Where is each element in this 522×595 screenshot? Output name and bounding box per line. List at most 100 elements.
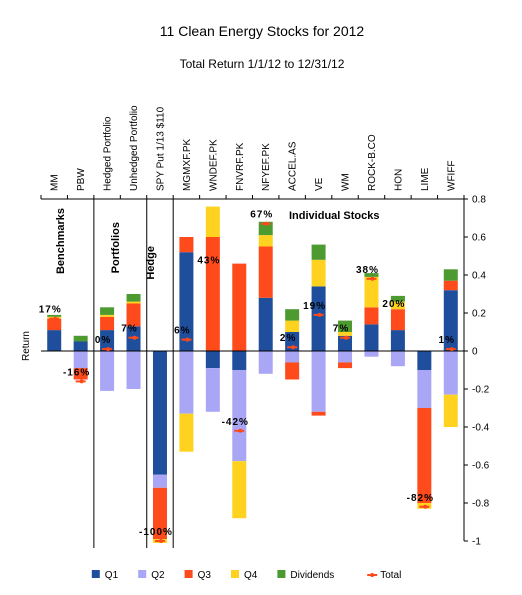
category-label-12: ROCK-B.CO <box>367 134 378 191</box>
bar-q3-0 <box>47 318 62 331</box>
total-marker-dot-0 <box>53 316 58 321</box>
total-marker-dot-6 <box>211 267 216 272</box>
bar-q3-3 <box>126 303 141 327</box>
total-label-8: 67% <box>250 210 273 221</box>
bar-q2-11 <box>338 351 353 363</box>
category-label-7: FNVRF.PK <box>235 142 246 191</box>
bar-q2-15 <box>443 351 458 395</box>
bar-dividends-2 <box>100 307 115 315</box>
bar-q1-10 <box>311 286 326 351</box>
bar-q3-14 <box>417 408 432 503</box>
category-label-8: NFYEF.PK <box>261 143 272 191</box>
y-tick-label-7: -0.6 <box>472 461 490 472</box>
bar-dividends-3 <box>126 294 141 302</box>
bar-q1-0 <box>47 330 62 351</box>
bar-q3-9 <box>285 362 300 380</box>
y-tick-label-2: 0.4 <box>472 271 486 282</box>
bar-q1-13 <box>390 330 405 351</box>
total-label-4: -100% <box>139 527 173 538</box>
bar-q4-9 <box>285 320 300 332</box>
y-tick-label-1: 0.6 <box>472 233 486 244</box>
total-label-2: 0% <box>95 335 111 346</box>
labels-layer: MM PBW Hedged Portfolio Unhedged Portfolio S… <box>21 105 457 543</box>
chart-subtitle: Total Return 1/1/12 to 12/31/12 <box>180 57 345 71</box>
bar-q1-12 <box>364 324 379 351</box>
category-label-3: Unhedged Portfolio <box>129 105 140 191</box>
total-marker-dot-1 <box>79 379 84 384</box>
total-marker-dot-13 <box>396 311 401 315</box>
bar-q4-7 <box>232 461 247 519</box>
bar-q1-1 <box>73 341 88 351</box>
bar-q1-14 <box>417 351 432 370</box>
bar-q2-3 <box>126 351 141 389</box>
bar-q3-13 <box>390 309 405 331</box>
legend-swatch-0 <box>91 570 100 578</box>
total-label-0: 17% <box>39 305 62 316</box>
y-tick-label-0: 0.8 <box>472 195 486 206</box>
bar-q2-1 <box>73 351 88 369</box>
total-marker-dot-11 <box>344 335 349 340</box>
y-tick-label-9: -1 <box>472 537 481 548</box>
group-label-2: Hedge <box>145 246 157 280</box>
group-label-1: Portfolios <box>110 222 122 273</box>
bar-dividends-12 <box>364 273 379 277</box>
bar-q4-11 <box>338 332 353 336</box>
bar-q3-7 <box>232 263 247 351</box>
bar-dividends-1 <box>73 335 88 342</box>
total-label-7: -42% <box>222 417 249 428</box>
total-label-1: -16% <box>63 367 90 378</box>
category-label-6: WNDEF.PK <box>208 139 219 191</box>
bar-q1-6 <box>205 351 220 369</box>
total-marker-dot-2 <box>106 347 111 352</box>
total-marker-dot-15 <box>449 347 454 352</box>
category-label-15: WFIFF <box>446 160 457 191</box>
y-tick-label-3: 0.2 <box>472 309 486 320</box>
category-label-1: PBW <box>76 168 87 191</box>
total-marker-dot-4 <box>158 539 163 543</box>
bar-q2-2 <box>100 351 115 391</box>
total-label-15: 1% <box>439 335 455 346</box>
legend-swatch-1 <box>138 570 147 578</box>
total-label-5: 6% <box>174 326 190 337</box>
group-label-0: Benchmarks <box>55 208 67 274</box>
bar-q3-4 <box>152 487 167 540</box>
bar-dividends-0 <box>47 314 62 317</box>
bar-q4-12 <box>364 276 379 308</box>
bar-q2-10 <box>311 351 326 412</box>
total-label-14: -82% <box>407 493 434 504</box>
bar-q1-4 <box>152 351 167 475</box>
bar-q2-6 <box>205 368 220 412</box>
y-tick-label-6: -0.4 <box>472 423 490 434</box>
bar-q1-8 <box>258 297 273 351</box>
bar-q3-8 <box>258 246 273 298</box>
bar-q4-8 <box>258 235 273 247</box>
bar-q1-11 <box>338 335 353 351</box>
category-label-0: MM <box>50 174 61 191</box>
bar-q3-12 <box>364 307 379 325</box>
bar-q2-9 <box>285 351 300 363</box>
category-label-13: HON <box>393 169 404 191</box>
bar-q3-1 <box>73 368 88 380</box>
total-label-9: 2% <box>280 333 296 344</box>
total-marker-dot-10 <box>317 312 322 317</box>
total-marker-dot-8 <box>264 221 269 226</box>
legend-swatch-2 <box>184 570 193 578</box>
total-label-6: 43% <box>197 255 220 266</box>
bar-q4-3 <box>126 301 141 304</box>
total-label-13: 20% <box>382 299 405 310</box>
category-label-5: MGMXF.PK <box>182 138 193 191</box>
legend-label-5: Total <box>380 570 401 581</box>
total-marker-dot-3 <box>132 335 137 340</box>
total-marker-dot-7 <box>238 428 243 433</box>
bars-layer <box>47 206 458 543</box>
total-marker-dot-9 <box>291 345 296 350</box>
category-label-10: VE <box>314 177 325 191</box>
bar-q4-10 <box>311 259 326 287</box>
bar-q3-15 <box>443 280 458 291</box>
bar-q4-2 <box>100 314 115 317</box>
total-label-10: 19% <box>303 301 326 312</box>
legend: Q1 Q2 Q3 Q4 Dividends Total <box>91 570 401 581</box>
bar-q3-6 <box>205 237 220 351</box>
total-label-3: 7% <box>121 324 137 335</box>
